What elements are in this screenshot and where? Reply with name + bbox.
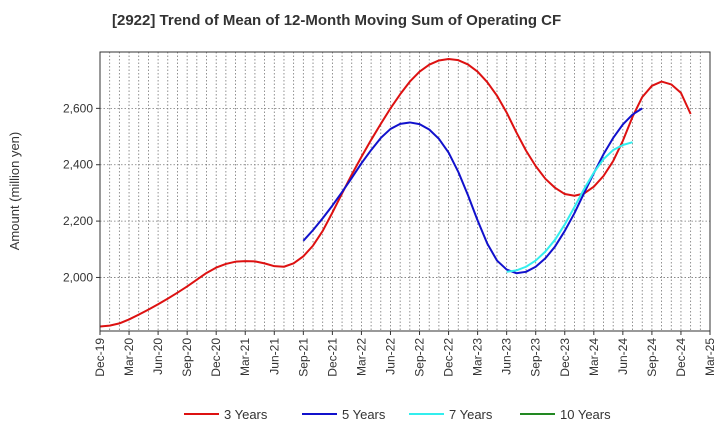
x-tick-label: Dec-19 xyxy=(93,338,107,377)
x-tick-label: Sep-20 xyxy=(180,338,194,377)
x-tick-label: Sep-21 xyxy=(296,338,310,377)
x-tick-label: Mar-24 xyxy=(587,338,601,376)
x-tick-label: Mar-23 xyxy=(471,338,485,376)
legend-label: 10 Years xyxy=(560,407,611,422)
x-tick-label: Jun-24 xyxy=(616,338,630,375)
chart-title: [2922] Trend of Mean of 12-Month Moving … xyxy=(112,12,561,29)
legend: 3 Years 5 Years 7 Years 10 Years xyxy=(184,407,611,422)
x-tick-label: Jun-22 xyxy=(383,338,397,375)
y-tick-label: 2,200 xyxy=(63,214,93,228)
series-line-2 xyxy=(302,107,643,275)
x-tick-label: Dec-20 xyxy=(209,338,223,377)
plot-border xyxy=(99,51,711,332)
x-tick-label: Mar-25 xyxy=(703,338,717,376)
y-axis-label: Amount (million yen) xyxy=(7,132,22,251)
x-tick-label: Dec-21 xyxy=(325,338,339,377)
x-tick-label: Sep-22 xyxy=(413,338,427,377)
series-layer xyxy=(99,58,692,328)
x-axis-ticks: Dec-19 Mar-20 Jun-20 Sep-20 Dec-20 Mar-21 Jun-… xyxy=(93,331,717,377)
x-tick-label: Dec-23 xyxy=(558,338,572,377)
legend-label: 3 Years xyxy=(224,407,268,422)
x-tick-label: Dec-24 xyxy=(674,338,688,377)
x-tick-label: Mar-22 xyxy=(354,338,368,376)
x-tick-label: Jun-21 xyxy=(267,338,281,375)
x-tick-label: Sep-23 xyxy=(529,338,543,377)
x-tick-label: Jun-20 xyxy=(151,338,165,375)
series-line-3 xyxy=(506,141,633,273)
x-tick-label: Mar-20 xyxy=(122,338,136,376)
y-tick-label: 2,600 xyxy=(63,101,93,115)
series-line-1 xyxy=(99,58,692,328)
x-tick-label: Dec-22 xyxy=(442,338,456,377)
x-tick-label: Jun-23 xyxy=(500,338,514,375)
legend-label: 5 Years xyxy=(342,407,386,422)
y-tick-label: 2,400 xyxy=(63,158,93,172)
legend-label: 7 Years xyxy=(449,407,493,422)
y-axis-ticks: 2,000 2,200 2,400 2,600 xyxy=(63,101,100,284)
grid xyxy=(100,52,710,331)
x-tick-label: Mar-21 xyxy=(238,338,252,376)
x-tick-label: Sep-24 xyxy=(645,338,659,377)
y-tick-label: 2,000 xyxy=(63,270,93,284)
plot-area xyxy=(100,52,710,331)
